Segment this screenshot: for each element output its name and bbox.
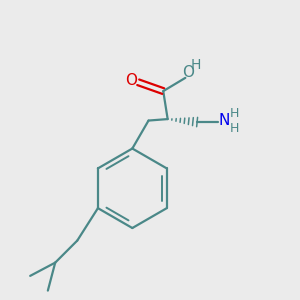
Text: H: H [230, 122, 239, 135]
Text: N: N [218, 113, 230, 128]
Text: H: H [190, 58, 201, 72]
Text: H: H [230, 107, 239, 120]
Text: O: O [125, 73, 137, 88]
Text: O: O [182, 65, 194, 80]
